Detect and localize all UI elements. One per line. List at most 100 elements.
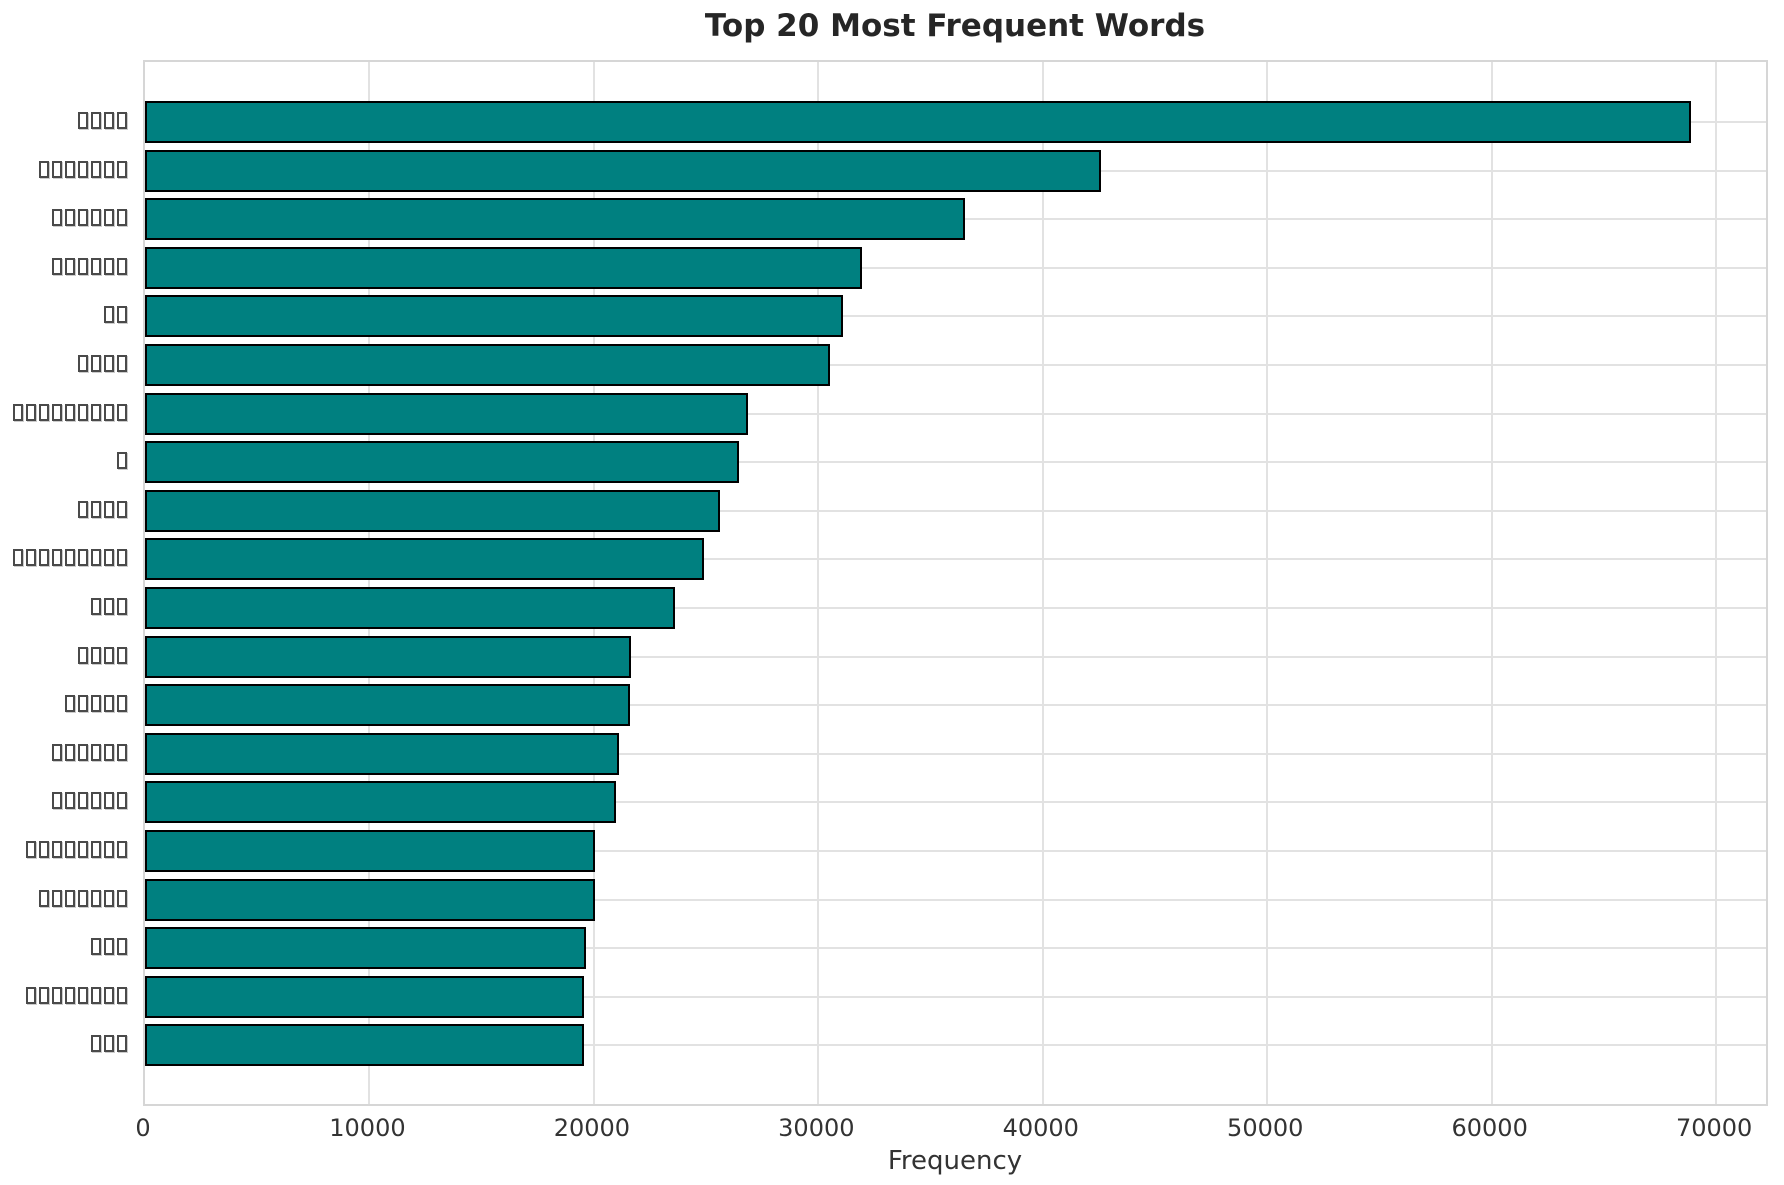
missing-glyph-box	[104, 792, 114, 810]
missing-glyph-box	[39, 403, 49, 421]
bar	[145, 927, 587, 970]
y-tick-label	[0, 303, 127, 325]
missing-glyph-box	[91, 403, 101, 421]
missing-glyph-box	[52, 889, 62, 907]
y-tick-label	[0, 644, 127, 666]
missing-glyph-box	[78, 403, 88, 421]
missing-glyph-box	[39, 160, 49, 178]
missing-glyph-box	[52, 160, 62, 178]
x-tick-label: 30000	[778, 1114, 855, 1142]
y-tick-label	[0, 546, 127, 568]
bar	[145, 830, 596, 872]
bar	[145, 878, 595, 921]
missing-glyph-box	[91, 889, 101, 907]
missing-glyph-box	[104, 598, 114, 615]
y-tick-label	[0, 692, 127, 714]
missing-glyph-box	[78, 841, 88, 858]
missing-glyph-box	[104, 1035, 114, 1053]
missing-glyph-box	[52, 209, 62, 227]
gridline-horizontal	[145, 607, 1766, 609]
missing-glyph-box	[78, 549, 88, 567]
x-tick-label: 60000	[1451, 1114, 1528, 1142]
gridline-horizontal	[145, 947, 1766, 950]
gridline-horizontal	[145, 995, 1766, 998]
x-tick-label: 10000	[329, 1114, 406, 1142]
missing-glyph-box	[91, 646, 101, 664]
y-tick-label	[0, 255, 127, 277]
y-tick-label	[0, 206, 127, 228]
gridline-horizontal	[145, 752, 1766, 755]
missing-glyph-box	[91, 160, 101, 178]
bar	[145, 392, 748, 435]
missing-glyph-box	[91, 695, 101, 713]
missing-glyph-box	[78, 986, 88, 1004]
bar	[145, 635, 632, 678]
missing-glyph-box	[65, 841, 75, 858]
y-tick-label	[0, 401, 127, 423]
y-tick-label	[0, 109, 127, 131]
missing-glyph-box	[104, 355, 114, 372]
missing-glyph-box	[104, 889, 114, 907]
missing-glyph-box	[104, 743, 114, 761]
missing-glyph-box	[117, 306, 127, 324]
bar	[145, 781, 616, 824]
missing-glyph-box	[117, 938, 127, 956]
missing-glyph-box	[117, 403, 127, 421]
missing-glyph-box	[52, 792, 62, 810]
missing-glyph-box	[117, 743, 127, 761]
missing-glyph-box	[78, 112, 88, 129]
gridline-horizontal	[145, 461, 1766, 464]
bar	[145, 246, 863, 289]
missing-glyph-box	[104, 841, 114, 858]
missing-glyph-box	[104, 500, 114, 518]
missing-glyph-box	[104, 306, 114, 324]
missing-glyph-box	[117, 112, 127, 129]
missing-glyph-box	[13, 549, 23, 567]
gridline-horizontal	[145, 364, 1766, 366]
missing-glyph-box	[65, 209, 75, 227]
gridline-vertical	[817, 62, 820, 1104]
missing-glyph-box	[13, 403, 23, 421]
missing-glyph-box	[117, 889, 127, 907]
gridline-horizontal	[145, 655, 1766, 658]
missing-glyph-box	[91, 549, 101, 567]
missing-glyph-box	[117, 160, 127, 178]
missing-glyph-box	[65, 695, 75, 713]
y-tick-label	[0, 449, 127, 471]
missing-glyph-box	[78, 646, 88, 664]
missing-glyph-box	[39, 549, 49, 567]
missing-glyph-box	[91, 500, 101, 518]
gridline-horizontal	[145, 1044, 1766, 1047]
missing-glyph-box	[117, 549, 127, 567]
missing-glyph-box	[65, 792, 75, 810]
missing-glyph-box	[104, 549, 114, 567]
missing-glyph-box	[78, 792, 88, 810]
gridline-horizontal	[145, 558, 1766, 561]
x-tick-label: 50000	[1227, 1114, 1304, 1142]
y-tick-label	[0, 887, 127, 909]
y-tick-label	[0, 1032, 127, 1054]
missing-glyph-box	[65, 160, 75, 178]
missing-glyph-box	[117, 598, 127, 615]
missing-glyph-box	[117, 646, 127, 664]
bar	[145, 149, 1102, 192]
missing-glyph-box	[26, 549, 36, 567]
missing-glyph-box	[78, 355, 88, 372]
missing-glyph-box	[52, 841, 62, 858]
bar	[145, 489, 721, 532]
gridline-vertical	[1715, 62, 1718, 1104]
missing-glyph-box	[65, 549, 75, 567]
gridline-vertical	[368, 62, 371, 1104]
missing-glyph-box	[91, 355, 101, 372]
y-tick-label	[0, 741, 127, 763]
gridline-horizontal	[145, 801, 1766, 804]
y-tick-label	[0, 838, 127, 860]
bar	[145, 344, 830, 386]
bar	[145, 587, 676, 629]
y-tick-label	[0, 352, 127, 374]
missing-glyph-box	[91, 841, 101, 858]
gridline-horizontal	[145, 509, 1766, 512]
gridline-horizontal	[145, 704, 1766, 707]
y-tick-label	[0, 789, 127, 811]
x-tick-label: 20000	[553, 1114, 631, 1142]
